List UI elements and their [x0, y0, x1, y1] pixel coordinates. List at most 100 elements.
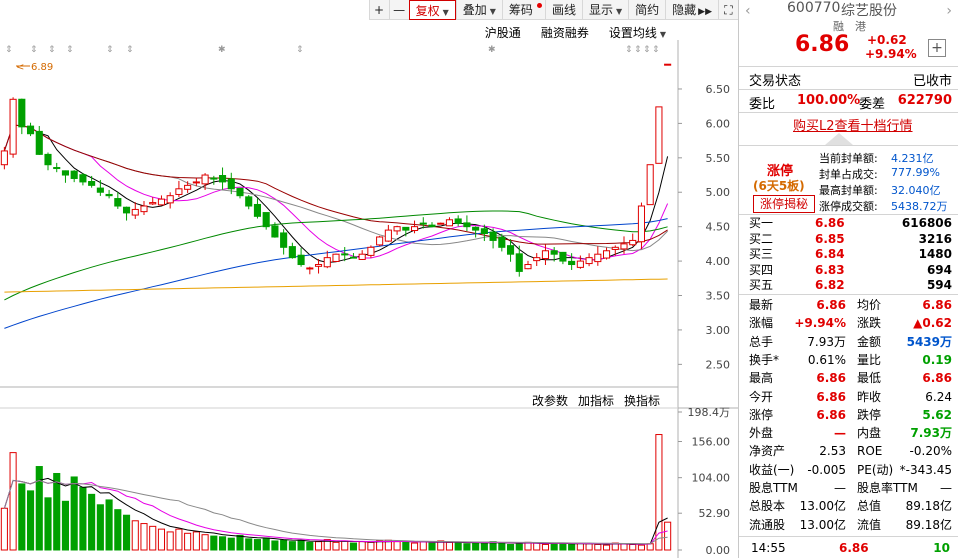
event-marker: ⇕ [634, 45, 642, 55]
bid-level-label: 买四 [749, 262, 774, 277]
display-label: 显示 [588, 3, 613, 17]
volume-bar [393, 541, 401, 551]
candle-body [306, 267, 314, 270]
prev-stock-icon[interactable]: ‹ [745, 3, 751, 19]
bid-price: 6.86 [815, 216, 845, 230]
candle-body [410, 226, 419, 232]
display-button[interactable]: 显示 ▼ [581, 0, 628, 20]
volume-bar [306, 541, 314, 551]
stat-value: 5.62 [922, 407, 952, 422]
volume-ma-line [3, 479, 668, 545]
volume-tick-label: 52.90 [699, 507, 731, 520]
stat-label: 股息TTM [749, 481, 798, 495]
stat-label: 总手 [749, 334, 774, 349]
event-marker: ✱ [488, 45, 496, 55]
candle-body [131, 208, 139, 216]
volume-bar [184, 532, 192, 551]
stat-label: 外盘 [749, 426, 774, 441]
candle-body [463, 222, 471, 228]
candle-body [114, 198, 122, 207]
candle-body [349, 256, 358, 259]
volume-bar [594, 543, 602, 551]
switch-indicator-button[interactable]: 换指标 [623, 394, 660, 408]
chips-button[interactable]: 筹码 [501, 0, 545, 20]
add-watchlist-icon[interactable]: + [928, 39, 946, 57]
volume-bar [79, 486, 87, 551]
stat-label: ROE [857, 444, 883, 459]
draw-line-button[interactable]: 画线 [544, 0, 582, 20]
bid-price: 6.84 [815, 247, 845, 261]
price-tick-label: 2.50 [706, 358, 731, 371]
stat-value: 0.61% [807, 352, 846, 367]
volume-bar [402, 541, 410, 551]
volume-bar [585, 543, 593, 551]
kline-chart-panel[interactable]: + — 复权 ▼ 叠加 ▼ 筹码 画线 显示 ▼ 简约 隐藏 ▶▶ ⛶ 沪股通 融资融券… [0, 0, 738, 558]
add-indicator-button[interactable]: 加指标 [577, 394, 614, 408]
bid-price: 6.82 [815, 278, 845, 292]
collapse-arrow-icon[interactable] [825, 133, 853, 145]
stat-label: 最高 [749, 371, 774, 386]
tick-volume: 10 [933, 541, 950, 555]
price-volume-svg[interactable]: ⇕ ⇕ ⇕ ⇕ ⇕ ⇕ ✱ ⇕ ✱ ⇕ ⇕ ⇕ ⇕ 6.50 6.00 5.50 5.… [0, 0, 738, 558]
candle-body [629, 239, 637, 246]
candle-body [358, 253, 366, 260]
candle-body [515, 253, 523, 272]
volume-bar [105, 499, 113, 551]
volume-bar [341, 540, 349, 551]
bid-volume: 594 [926, 278, 952, 292]
next-stock-icon[interactable]: › [946, 3, 952, 19]
fuquan-button[interactable]: 复权 ▼ [408, 0, 456, 20]
candle-body [88, 181, 96, 186]
margin-tag: 融 [833, 20, 844, 33]
fullscreen-icon[interactable]: ⛶ [718, 0, 738, 20]
quote-panel: ‹ › 600770 综艺股份 融 港 6.86 +0.62 +9.94% + … [738, 0, 958, 558]
candlesticks [0, 63, 672, 277]
volume-bar [70, 476, 78, 551]
volume-bar [602, 544, 611, 551]
candle-body [26, 125, 35, 135]
limit-up-reveal-button[interactable]: 涨停揭秘 [753, 195, 815, 213]
overlay-button[interactable]: 叠加 ▼ [455, 0, 502, 20]
candle-body [297, 254, 305, 266]
max-marker-label: 6.89 [31, 62, 53, 73]
stat-label: 涨停 [749, 407, 774, 422]
stat-value: 13.00亿 [799, 517, 846, 532]
stat-label: 最新 [749, 298, 774, 312]
candle-body [402, 226, 410, 231]
margin-trading-link[interactable]: 融资融券 [540, 26, 589, 40]
zoom-out-button[interactable]: — [388, 0, 409, 20]
edit-params-button[interactable]: 改参数 [531, 394, 568, 408]
volume-bar [26, 490, 35, 551]
price-tick-label: 3.50 [706, 290, 731, 303]
volume-bar [463, 543, 471, 551]
buy-l2-link[interactable]: 购买L2查看十档行情 [793, 119, 913, 134]
stat-value: — [834, 481, 846, 495]
bid-volume: 1480 [918, 247, 952, 261]
stat-value: 13.00亿 [799, 499, 846, 514]
stat-value: ▲0.62 [913, 316, 952, 331]
price-change: +0.62 [867, 33, 907, 47]
chevron-down-icon: ▼ [615, 7, 623, 16]
candle-body [376, 236, 384, 246]
stat-value: 2.53 [819, 444, 846, 459]
volume-tick-label: 156.00 [692, 435, 731, 448]
simple-mode-button[interactable]: 简约 [628, 0, 665, 20]
volume-bar [288, 541, 296, 551]
bid-volume: 694 [926, 262, 952, 277]
volume-bar [201, 534, 209, 551]
event-marker: ⇕ [106, 45, 114, 55]
hugutong-link[interactable]: 沪股通 [484, 26, 521, 40]
stat-value: 6.86 [922, 298, 952, 312]
candle-body [559, 251, 567, 262]
hide-button[interactable]: 隐藏 ▶▶ [665, 0, 718, 20]
ma-settings-button[interactable]: 设置均线 ▼ [609, 24, 666, 41]
candle-body [533, 257, 541, 262]
zoom-in-button[interactable]: + [368, 0, 389, 20]
indicator-bar: 改参数 加指标 换指标 [532, 392, 660, 409]
event-marker: ⇕ [48, 45, 56, 55]
candle-body [480, 228, 488, 235]
volume-bar [437, 540, 445, 551]
volume-tick-label: 0.00 [706, 544, 731, 557]
stat-value: 5439万 [906, 334, 952, 349]
event-marker: ✱ [218, 45, 226, 55]
